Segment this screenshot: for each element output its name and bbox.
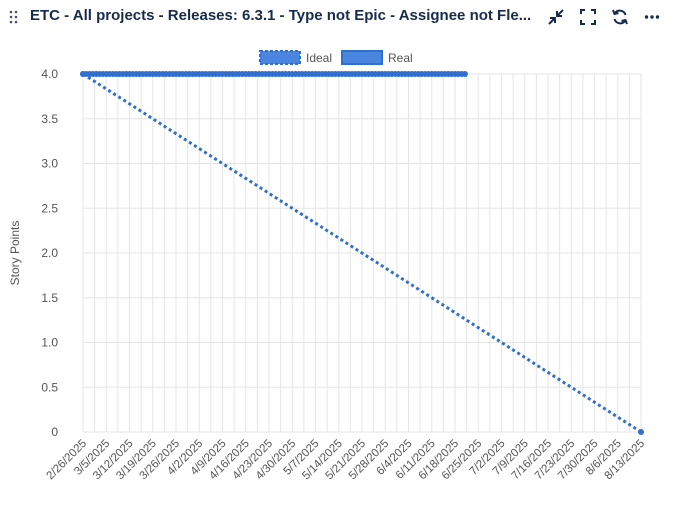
legend-label-real: Real <box>388 51 413 65</box>
drag-handle-icon[interactable] <box>9 10 18 24</box>
y-tick-label: 2.5 <box>41 201 58 215</box>
burndown-chart: 0 0.5 1.0 1.5 2.0 2.5 3.0 3.5 4.0 Story Points 2/2… <box>8 50 647 483</box>
widget-header: ETC - All projects - Releases: 6.3.1 - T… <box>0 0 677 34</box>
y-tick-label: 1.0 <box>41 336 58 350</box>
y-tick-label: 2.0 <box>41 246 58 260</box>
real-point <box>461 71 468 77</box>
ideal-line <box>82 72 642 434</box>
legend: Ideal Real <box>259 50 413 65</box>
x-axis: 2/26/20253/5/20253/12/20253/19/20253/26/… <box>44 438 647 483</box>
collapse-icon[interactable] <box>545 6 567 28</box>
legend-swatch-ideal <box>259 50 301 65</box>
y-tick-label: 0.5 <box>41 380 58 394</box>
more-icon[interactable] <box>641 6 663 28</box>
widget-title: ETC - All projects - Releases: 6.3.1 - T… <box>30 7 532 24</box>
y-tick-label: 3.5 <box>41 112 58 126</box>
grid <box>82 73 642 433</box>
legend-swatch-real <box>341 50 383 65</box>
y-tick-label: 3.0 <box>41 157 58 171</box>
widget-actions <box>545 6 663 28</box>
chart-area: 0 0.5 1.0 1.5 2.0 2.5 3.0 3.5 4.0 Story Points 2/2… <box>0 40 677 507</box>
y-axis-label: Story Points <box>8 221 22 286</box>
refresh-icon[interactable] <box>609 6 631 28</box>
legend-label-ideal: Ideal <box>306 51 332 65</box>
y-tick-label: 1.5 <box>41 291 58 305</box>
y-tick-label: 0 <box>51 425 58 439</box>
ideal-point <box>638 429 644 435</box>
y-tick-label: 4.0 <box>41 67 58 81</box>
fullscreen-icon[interactable] <box>577 6 599 28</box>
series-real <box>80 71 468 77</box>
y-axis: 0 0.5 1.0 1.5 2.0 2.5 3.0 3.5 4.0 <box>41 67 58 439</box>
